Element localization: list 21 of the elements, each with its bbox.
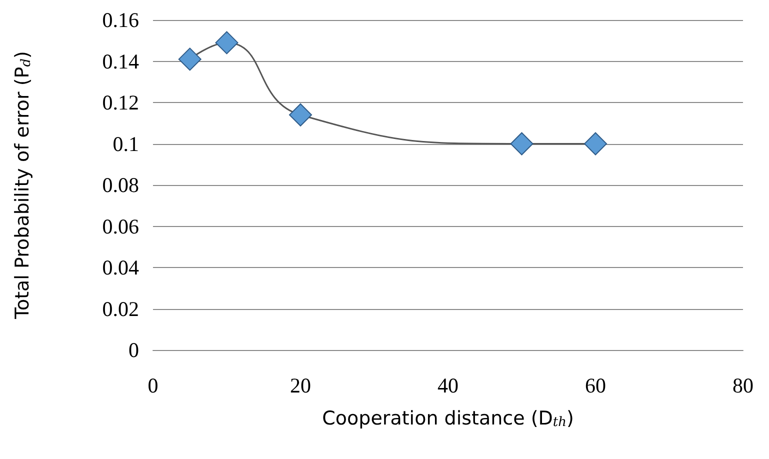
y-tick-label: 0.16 bbox=[102, 8, 139, 32]
y-tick-label: 0.12 bbox=[102, 90, 139, 114]
y-axis-title: Total Probability of error (Pd) bbox=[12, 51, 34, 320]
x-tick-label: 80 bbox=[732, 374, 754, 398]
y-tick-label: 0.1 bbox=[112, 132, 139, 156]
x-tick-label: 0 bbox=[148, 374, 158, 398]
point bbox=[289, 103, 312, 126]
point bbox=[178, 48, 202, 71]
y-tick-label: 0.14 bbox=[102, 49, 140, 74]
y-tick-label: 0.02 bbox=[102, 296, 139, 321]
y-tick-label: 0.06 bbox=[102, 214, 139, 238]
point bbox=[584, 132, 607, 156]
point bbox=[510, 132, 534, 156]
x-tick-label: 20 bbox=[290, 374, 311, 398]
x-tick-label: 40 bbox=[438, 374, 458, 398]
y-tick-label: 0.08 bbox=[102, 173, 139, 197]
y-tick-label: 0.04 bbox=[102, 256, 140, 280]
y-tick-label: 0 bbox=[128, 338, 139, 362]
x-axis-title: Cooperation distance (Dth) bbox=[322, 408, 574, 430]
point bbox=[215, 31, 238, 54]
x-tick-label: 60 bbox=[585, 374, 606, 398]
